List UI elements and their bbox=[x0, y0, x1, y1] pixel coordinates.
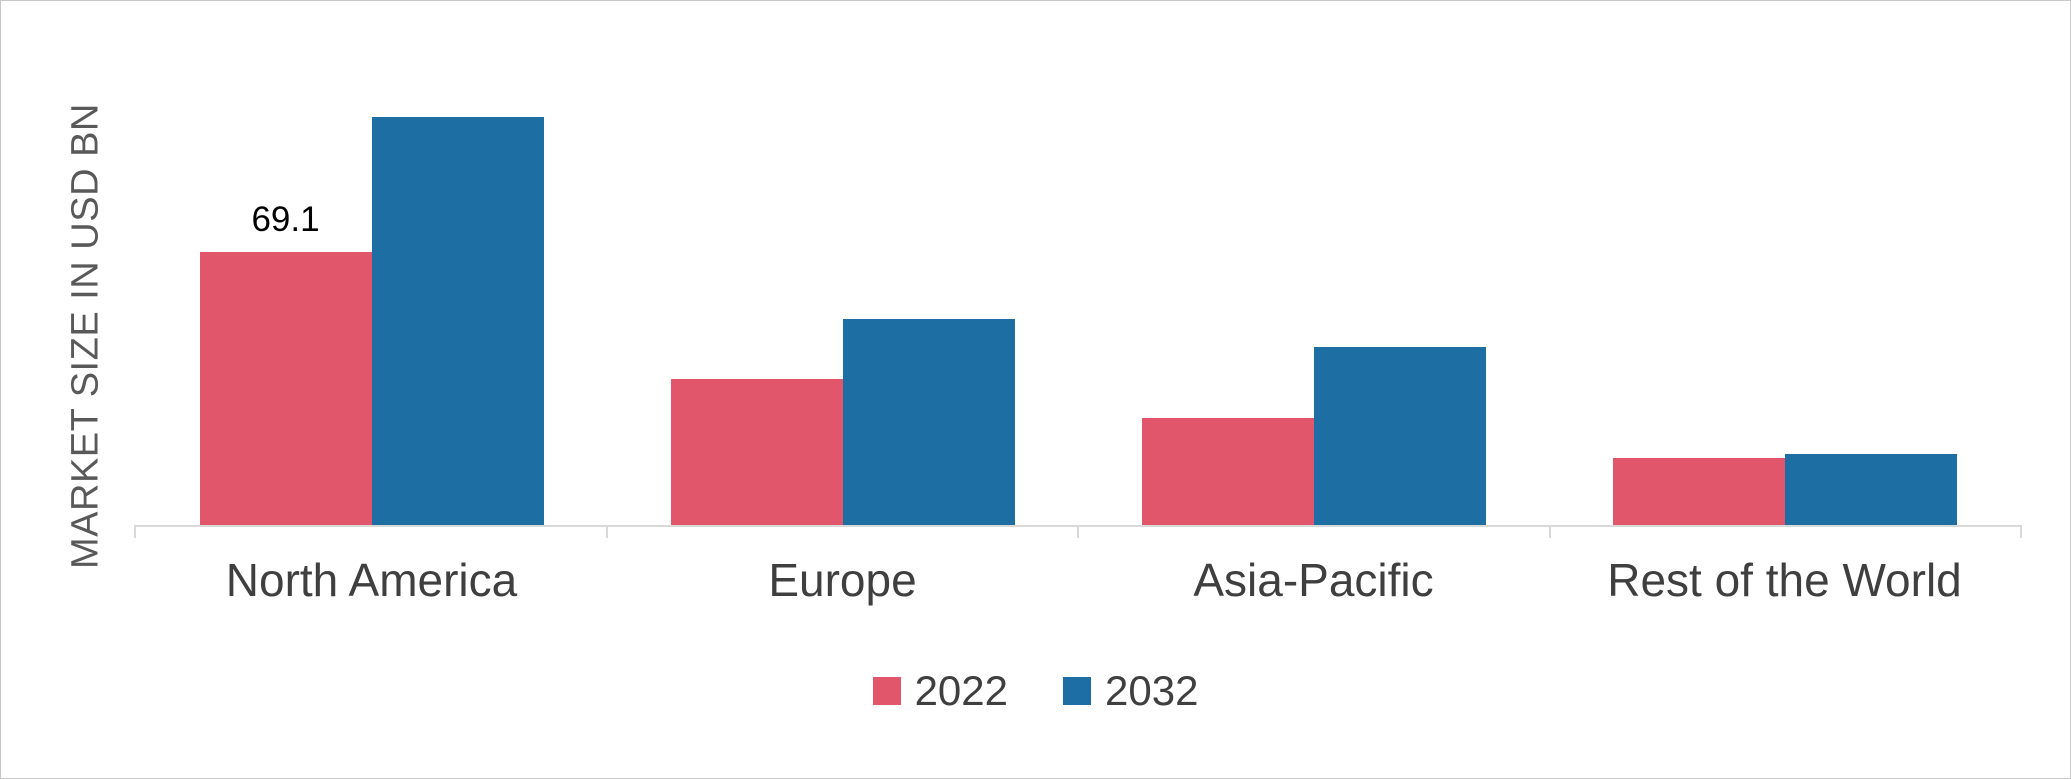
category-label-north-america: North America bbox=[225, 554, 518, 606]
legend: 2022 2032 bbox=[1, 667, 2070, 715]
bar-group-rest-of-the-world bbox=[1549, 70, 2020, 525]
category-label-europe: Europe bbox=[768, 554, 917, 606]
bar-2032-europe bbox=[842, 319, 1015, 525]
bar-2022-north-america: 69.1 bbox=[199, 200, 372, 525]
legend-item-2022: 2022 bbox=[872, 667, 1008, 715]
bar-2022-rest-of-the-world bbox=[1612, 457, 1785, 525]
legend-swatch-2032 bbox=[1063, 677, 1091, 705]
bar-2032-north-america bbox=[371, 117, 544, 525]
legend-swatch-2022 bbox=[872, 677, 901, 705]
legend-item-2032: 2032 bbox=[1063, 667, 1198, 715]
axis-tick bbox=[605, 525, 608, 538]
axis-tick bbox=[1548, 525, 1551, 538]
category-label-asia-pacific: Asia-Pacific bbox=[1193, 554, 1434, 606]
axis-tick bbox=[134, 525, 136, 538]
bar-group-asia-pacific bbox=[1078, 70, 1549, 525]
bar-2022-europe bbox=[670, 378, 843, 525]
plot-area: 69.1 bbox=[136, 70, 2020, 525]
x-axis-labels: North America Europe Asia-Pacific Rest of t… bbox=[136, 553, 2020, 607]
bar-value-label: 69.1 bbox=[251, 199, 320, 239]
bar-2032-rest-of-the-world bbox=[1784, 453, 1957, 525]
legend-label-2032: 2032 bbox=[1105, 667, 1199, 714]
category-label-rest-of-the-world: Rest of the World bbox=[1607, 554, 1962, 606]
axis-tick bbox=[2020, 525, 2022, 538]
bar-2022-asia-pacific bbox=[1141, 418, 1314, 525]
axis-tick bbox=[1077, 525, 1079, 538]
bar-2032-asia-pacific bbox=[1313, 346, 1486, 525]
y-axis-title: MARKET SIZE IN USD BN bbox=[64, 103, 107, 569]
legend-label-2022: 2022 bbox=[914, 667, 1008, 714]
bar-group-europe bbox=[607, 70, 1078, 525]
bar-group-north-america: 69.1 bbox=[136, 70, 607, 525]
